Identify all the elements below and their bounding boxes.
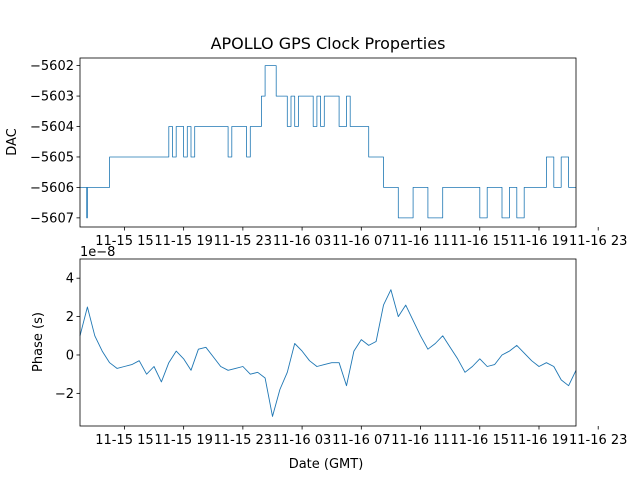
phase-y-tick-label-0: −2: [55, 387, 74, 402]
phase-x-tick-label-3: 11-16 03: [273, 433, 331, 448]
dac-axes: −5607−5606−5605−5604−5603−5602 11-15 15 1…: [5, 57, 627, 249]
phase-x-tick-label-2: 11-15 23: [214, 433, 272, 448]
phase-y-label: Phase (s): [31, 312, 46, 372]
phase-x-tick-label-1: 11-15 19: [154, 433, 212, 448]
dac-y-tick-label-3: −5604: [30, 120, 74, 135]
dac-y-tick-label-1: −5606: [30, 181, 74, 196]
phase-x-tick-label-6: 11-16 15: [451, 433, 509, 448]
dac-x-ticks: 11-15 15 11-15 19 11-15 23 11-16 03 11-16 07…: [95, 227, 627, 249]
dac-x-tick-label-0: 11-15 15: [95, 234, 153, 249]
dac-y-ticks: −5607 −5606 −5605 −5604 −5603 −5602: [30, 59, 80, 226]
dac-y-label: DAC: [5, 128, 20, 156]
phase-y-tick-label-1: 0: [66, 348, 74, 363]
phase-x-tick-label-8: 11-16 23: [569, 433, 627, 448]
dac-x-tick-label-4: 11-16 07: [332, 234, 390, 249]
dac-y-tick-label-4: −5603: [30, 90, 74, 105]
phase-x-tick-label-0: 11-15 15: [95, 433, 153, 448]
phase-axes-frame: [79, 258, 577, 427]
dac-x-tick-label-5: 11-16 11: [391, 234, 449, 249]
dac-x-tick-label-1: 11-15 19: [154, 234, 212, 249]
dac-x-tick-label-8: 11-16 23: [569, 234, 627, 249]
phase-y-tick-label-3: 4: [66, 272, 74, 287]
phase-series-line-0: [79, 289, 577, 417]
chart-title: APOLLO GPS Clock Properties: [211, 34, 446, 53]
dac-y-tick-label-5: −5602: [30, 59, 74, 74]
dac-y-tick-label-2: −5605: [30, 150, 74, 165]
phase-scale-offset: 1e−8: [80, 245, 115, 260]
dac-x-tick-label-2: 11-15 23: [214, 234, 272, 249]
phase-x-ticks: 11-15 15 11-15 19 11-15 23 11-16 03 11-16 07…: [95, 426, 627, 448]
dac-axes-frame: [79, 57, 577, 228]
dac-series-line-0: [80, 65, 576, 219]
dac-x-tick-label-3: 11-16 03: [273, 234, 331, 249]
phase-series: [79, 289, 577, 417]
phase-x-label: Date (GMT): [289, 457, 364, 472]
dac-x-tick-label-7: 11-16 19: [510, 234, 568, 249]
phase-x-tick-label-5: 11-16 11: [391, 433, 449, 448]
dac-y-tick-label-0: −5607: [30, 211, 74, 226]
dac-x-tick-label-6: 11-16 15: [451, 234, 509, 249]
phase-x-tick-label-7: 11-16 19: [510, 433, 568, 448]
dac-series: [80, 65, 576, 219]
phase-y-tick-label-2: 2: [66, 310, 74, 325]
phase-y-ticks: −2 0 2 4: [55, 272, 80, 402]
phase-x-tick-label-4: 11-16 07: [332, 433, 390, 448]
